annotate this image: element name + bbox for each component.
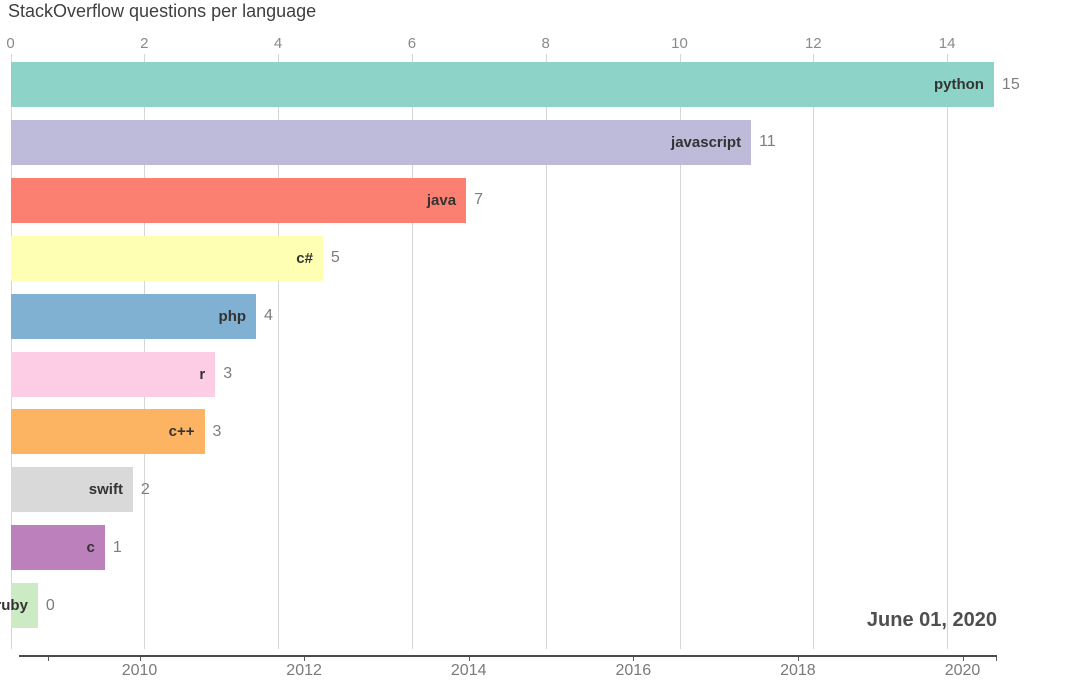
bar bbox=[10, 583, 38, 629]
bar-category-label: c++ bbox=[168, 423, 195, 441]
bar-row-php: php 4 bbox=[0, 293, 1066, 339]
vertical-gridline bbox=[545, 54, 547, 649]
time-axis-tick bbox=[139, 657, 141, 661]
bar bbox=[10, 293, 257, 339]
bar bbox=[10, 235, 323, 281]
bar-row-java: java 7 bbox=[0, 177, 1066, 223]
bar bbox=[10, 62, 994, 107]
bar-value-label: 4 bbox=[264, 307, 273, 325]
bar-category-label: c# bbox=[296, 249, 313, 267]
vertical-gridline bbox=[813, 54, 815, 649]
vertical-gridline bbox=[411, 54, 413, 649]
bar-category-label: javascript bbox=[671, 133, 742, 151]
time-axis-tick bbox=[304, 657, 306, 661]
bar-row-ruby: ruby 0 bbox=[0, 583, 1066, 629]
bar-category-label: ruby bbox=[0, 597, 28, 615]
bar-value-label: 1 bbox=[112, 538, 122, 556]
bar-value-label: 15 bbox=[1001, 75, 1020, 93]
time-axis-tick bbox=[468, 657, 470, 661]
value-axis-tick-label: 8 bbox=[541, 35, 550, 52]
time-axis-tick-label: 2012 bbox=[286, 662, 322, 679]
time-axis-tick-label: 2016 bbox=[615, 662, 652, 679]
value-axis-tick-label: 0 bbox=[6, 35, 15, 52]
bar-value-label: 3 bbox=[212, 422, 222, 440]
bar-row-c-: c++ 3 bbox=[0, 409, 1066, 455]
bar bbox=[10, 467, 133, 513]
bar-value-label: 7 bbox=[474, 191, 483, 209]
bar-row-swift: swift 2 bbox=[0, 467, 1066, 513]
bar bbox=[10, 351, 216, 397]
value-axis-tick-label: 14 bbox=[938, 35, 956, 52]
time-axis-tick bbox=[962, 657, 964, 661]
bar-category-label: r bbox=[199, 365, 206, 383]
bar-value-label: 5 bbox=[330, 249, 340, 267]
bar bbox=[10, 177, 467, 223]
time-axis-tick-label: 2018 bbox=[780, 662, 816, 679]
time-axis-tick bbox=[48, 657, 49, 661]
bar bbox=[10, 409, 205, 455]
value-axis-tick-label: 6 bbox=[407, 35, 417, 52]
bar-category-label: php bbox=[218, 307, 247, 325]
time-axis-tick-label: 2014 bbox=[450, 662, 487, 679]
time-axis-tick bbox=[797, 657, 799, 661]
vertical-gridline bbox=[947, 54, 949, 649]
bar bbox=[10, 525, 105, 571]
value-axis-tick-label: 4 bbox=[273, 35, 283, 52]
bar-value-label: 11 bbox=[759, 133, 776, 151]
bar-value-label: 3 bbox=[223, 365, 233, 382]
vertical-gridline bbox=[679, 54, 681, 649]
bar-value-label: 2 bbox=[140, 480, 150, 498]
bar bbox=[10, 119, 752, 165]
bar-category-label: swift bbox=[88, 481, 123, 499]
bar-category-label: java bbox=[426, 191, 457, 209]
value-axis-tick-label: 12 bbox=[804, 35, 822, 52]
bar-value-label: 0 bbox=[45, 596, 55, 614]
bar-row-javascript: javascript 11 bbox=[0, 119, 1066, 165]
time-axis-line bbox=[19, 655, 997, 657]
value-axis-tick-label: 2 bbox=[140, 35, 149, 52]
vertical-gridline bbox=[278, 54, 280, 649]
bar-row-c-: c# 5 bbox=[0, 235, 1066, 281]
time-axis-tick-label: 2020 bbox=[944, 662, 981, 679]
value-axis-tick-label: 10 bbox=[671, 35, 688, 52]
bar-row-python: python 15 bbox=[0, 62, 1066, 107]
chart-title: StackOverflow questions per language bbox=[8, 1, 317, 21]
bar-category-label: c bbox=[86, 539, 95, 557]
bar-category-label: python bbox=[933, 76, 984, 93]
time-axis-tick bbox=[633, 657, 635, 661]
current-date-label: June 01, 2020 bbox=[866, 609, 997, 631]
time-axis-tick-label: 2010 bbox=[121, 662, 158, 679]
time-axis-tick bbox=[996, 657, 997, 661]
